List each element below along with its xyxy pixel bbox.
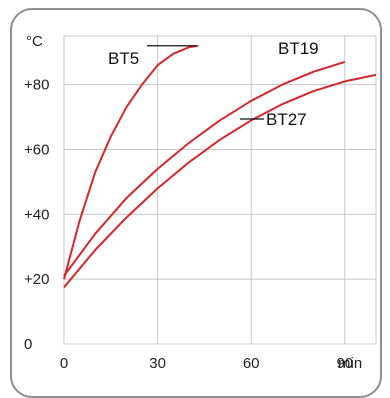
series-label-bt5: BT5 xyxy=(108,49,139,68)
series-label-bt27: BT27 xyxy=(266,110,307,129)
x-tick-label: 90 xyxy=(336,355,353,372)
line-chart: 0 +20 +40 +60 +80 0 30 60 90 °C min BT5 BT19 BT27 xyxy=(24,33,377,372)
y-axis-unit: °C xyxy=(26,33,43,50)
x-tick-label: 60 xyxy=(243,355,260,372)
y-tick-label: +20 xyxy=(24,271,49,288)
series-line-bt19 xyxy=(63,60,346,277)
series-layer xyxy=(63,44,377,288)
y-tick-label: +80 xyxy=(24,77,49,94)
y-tick-label: +40 xyxy=(24,206,49,223)
series-line-bt5 xyxy=(63,44,199,280)
series-line-bt27 xyxy=(63,73,377,288)
grid-layer xyxy=(63,36,376,345)
series-label-bt19: BT19 xyxy=(278,39,319,58)
plot-area xyxy=(63,35,377,345)
y-tick-label: 0 xyxy=(24,336,32,353)
x-tick-label: 30 xyxy=(149,355,166,372)
x-tick-label: 0 xyxy=(60,355,68,372)
tick-labels: 0 +20 +40 +60 +80 0 30 60 90 xyxy=(24,77,353,372)
y-tick-label: +60 xyxy=(24,141,49,158)
series-labels: BT5 BT19 BT27 xyxy=(108,39,342,129)
chart-frame xyxy=(10,8,382,398)
x-axis-unit: min xyxy=(338,355,362,372)
